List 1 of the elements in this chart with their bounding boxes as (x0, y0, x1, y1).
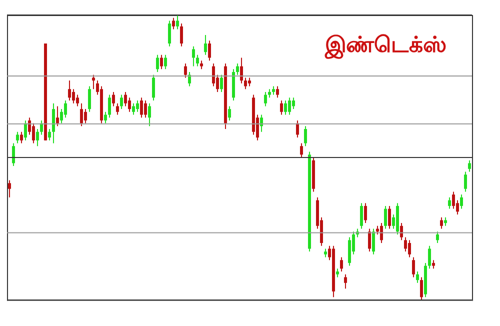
text: இண்டெக்ஸ் (324, 33, 447, 59)
